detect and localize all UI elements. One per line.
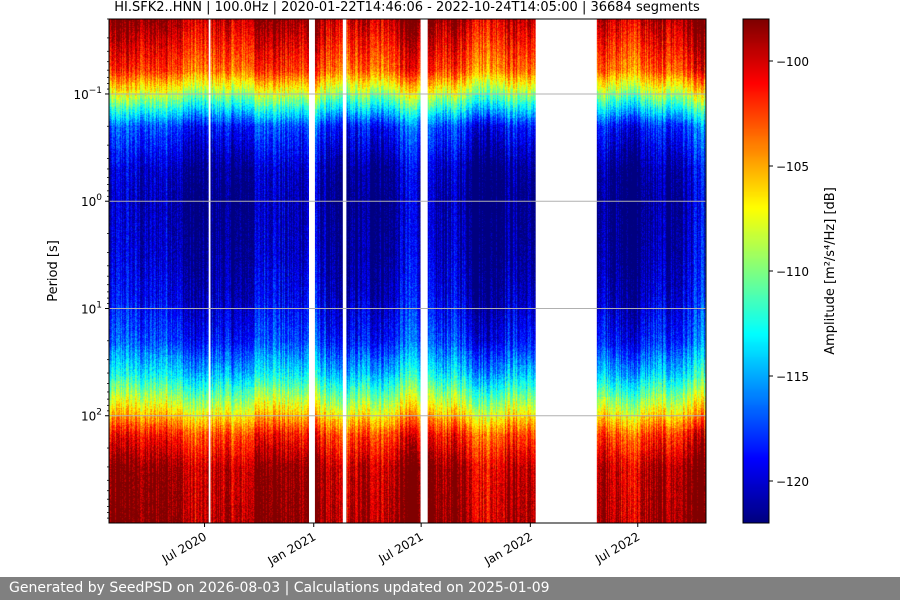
data-gaps xyxy=(208,19,597,523)
data-gap xyxy=(208,19,211,523)
spectrogram-plot xyxy=(108,18,707,524)
data-gap xyxy=(342,19,347,523)
grid-lines xyxy=(109,93,706,417)
x-tick-label: Jul 2021 xyxy=(375,529,425,566)
y-tick-label: 100 xyxy=(81,193,102,209)
y-axis: 10−1 100 101 102 xyxy=(73,18,109,519)
x-tick-label: Jan 2021 xyxy=(265,529,319,568)
chart-title: HI.SFK2..HNN | 100.0Hz | 2020-01-22T14:4… xyxy=(114,0,700,15)
data-gap xyxy=(420,19,428,523)
colorbar-gradient xyxy=(743,19,769,523)
y-tick-label: 101 xyxy=(81,300,102,316)
data-gap xyxy=(535,19,597,523)
plot-frame xyxy=(108,18,707,524)
colorbar-tick-label: −120 xyxy=(776,475,809,489)
y-tick-label: 10−1 xyxy=(73,86,102,102)
colorbar-tick-label: −115 xyxy=(776,370,809,384)
colorbar-tick-label: −105 xyxy=(776,160,809,174)
data-gap xyxy=(308,19,315,523)
x-axis: Jul 2020 Jan 2021 Jul 2021 Jan 2022 Jul 2022 xyxy=(159,523,642,569)
spectrogram-heatmap xyxy=(109,19,706,523)
y-axis-label: Period [s] xyxy=(46,240,61,302)
y-tick-label: 102 xyxy=(81,408,102,424)
x-tick-label: Jan 2022 xyxy=(481,529,535,568)
colorbar-ticks: −100 −105 −110 −115 −120 xyxy=(769,55,809,489)
colorbar-tick-label: −110 xyxy=(776,265,809,279)
colorbar: −100 −105 −110 −115 −120 Amplitude [m²/s⁴/Hz… xyxy=(742,18,838,524)
colorbar-label: Amplitude [m²/s⁴/Hz] [dB] xyxy=(823,187,838,355)
footer-bar: Generated by SeedPSD on 2026-08-03 | Cal… xyxy=(0,577,900,600)
x-tick-label: Jul 2022 xyxy=(592,529,642,566)
colorbar-tick-label: −100 xyxy=(776,55,809,69)
x-tick-label: Jul 2020 xyxy=(159,529,209,566)
